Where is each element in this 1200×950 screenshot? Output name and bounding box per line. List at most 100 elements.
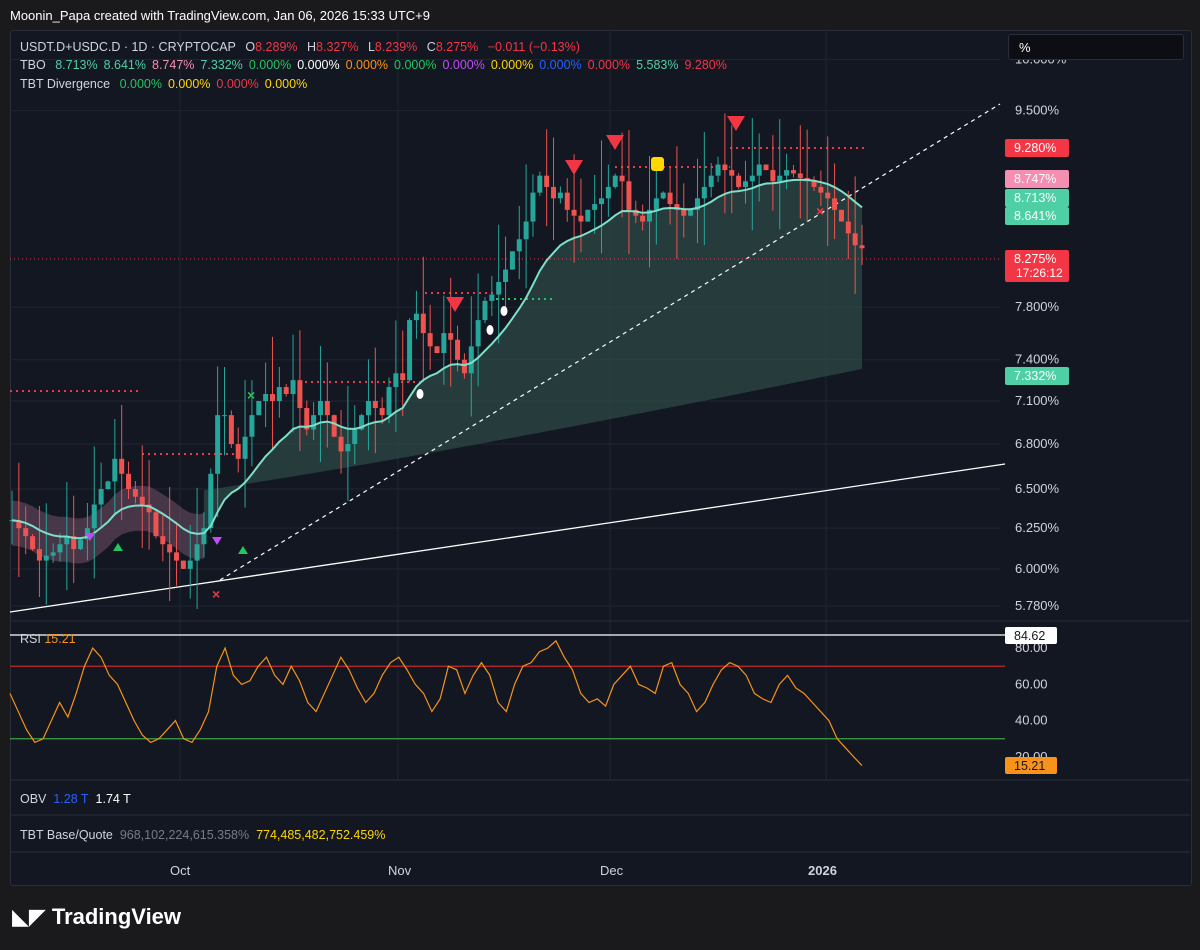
candle-body	[407, 320, 413, 381]
scale-mode-field[interactable]: %	[1008, 34, 1184, 60]
tradingview-logo-icon: ◣◤	[12, 904, 46, 929]
candle-body	[667, 192, 673, 205]
tbo-value: 0.000%	[394, 58, 437, 72]
price-badge	[1005, 207, 1069, 225]
tbt-bq-name: TBT Base/Quote	[20, 828, 113, 842]
tbt-base-quote-legend[interactable]: TBT Base/Quote 968,102,224,615.358% 774,…	[20, 828, 385, 842]
candle-body	[372, 400, 378, 409]
candle-body	[640, 215, 646, 222]
y-axis-tick-label: 6.000%	[1015, 561, 1060, 576]
legend-tbo[interactable]: TBO 8.713% 8.641% 8.747% 7.332% 0.000% 0.000%…	[20, 58, 733, 72]
candle-body	[564, 192, 570, 210]
divergence-signal-icon	[651, 157, 664, 171]
price-badge	[1005, 170, 1069, 188]
candle-body	[16, 520, 22, 529]
sell-signal-icon	[565, 160, 583, 175]
countdown-label: 17:26:12	[1016, 266, 1063, 280]
candle-body	[352, 429, 358, 445]
candle-body	[187, 560, 193, 569]
candle-body	[420, 313, 426, 334]
candle-body	[146, 504, 152, 513]
open-value: 8.289%	[255, 40, 298, 54]
candle-body	[304, 408, 310, 430]
high-value: 8.327%	[316, 40, 359, 54]
candle-body	[98, 489, 104, 505]
candle-body	[283, 387, 289, 394]
candle-body	[701, 186, 707, 199]
candle-body	[317, 400, 323, 416]
x-axis-tick-label: Nov	[388, 863, 412, 878]
candle-body	[71, 536, 77, 550]
candle-body	[379, 408, 385, 416]
candle-body	[215, 415, 221, 474]
candle-body	[132, 489, 138, 497]
candle-body	[797, 173, 803, 178]
price-badge	[1005, 367, 1069, 385]
rsi-line	[9, 639, 863, 766]
legend-tbt-divergence[interactable]: TBT Divergence 0.000% 0.000% 0.000% 0.000%	[20, 77, 313, 91]
candle-body	[201, 528, 207, 545]
y-axis-tick-label: 6.500%	[1015, 481, 1060, 496]
candle-body	[461, 359, 467, 374]
legend-ohlc: USDT.D+USDC.D · 1D · CRYPTOCAP O8.289% H…	[20, 40, 586, 54]
rsi-value-badge-label: 15.21	[1014, 759, 1045, 773]
candle-body	[729, 170, 735, 176]
candle-body	[825, 192, 831, 199]
low-label: L	[367, 40, 375, 54]
candle-body	[619, 175, 625, 182]
candle-body	[708, 175, 714, 187]
chart-frame[interactable]	[10, 30, 1192, 886]
y-axis-tick-label: 7.400%	[1015, 352, 1060, 367]
candle-body	[290, 380, 296, 394]
rsi-value: 15.21	[44, 632, 76, 646]
obv-legend[interactable]: OBV 1.28 T 1.74 T	[20, 792, 131, 806]
candle-body	[269, 393, 275, 401]
candle-body	[434, 346, 440, 354]
y-axis-tick-label: 7.100%	[1015, 393, 1060, 408]
symbol-label[interactable]: USDT.D+USDC.D · 1D · CRYPTOCAP	[20, 40, 236, 54]
candle-body	[763, 164, 769, 171]
support-trendline	[9, 463, 1006, 613]
candle-body	[222, 415, 227, 417]
candle-body	[852, 233, 858, 246]
candle-body	[674, 204, 680, 210]
sell-signal-icon	[606, 135, 624, 150]
candle-body	[475, 320, 481, 347]
candle-body	[57, 544, 63, 553]
price-badge	[1005, 250, 1069, 282]
tradingview-logo: ◣◤ TradingView	[12, 904, 181, 930]
price-badge-label: 7.332%	[1014, 369, 1056, 383]
candle-body	[180, 560, 186, 569]
candle-body	[832, 198, 838, 210]
candle-body	[722, 164, 728, 171]
candle-body	[153, 512, 159, 537]
candle-body	[516, 239, 522, 252]
candle-body	[91, 504, 97, 529]
dashed-trendline	[219, 103, 1001, 581]
candle-body	[509, 251, 515, 270]
tbt-divergence-value: 0.000%	[167, 77, 211, 91]
candle-body	[324, 400, 330, 416]
y-axis-tick-label: 7.800%	[1015, 299, 1060, 314]
tbt-divergence-value: 0.000%	[119, 77, 162, 91]
white-drop-icon	[500, 306, 508, 316]
candle-body	[694, 198, 700, 210]
candle-body	[167, 544, 173, 553]
candle-body	[43, 555, 49, 561]
obv-value-1: 1.28 T	[53, 792, 89, 806]
bullish-triangle-icon	[238, 546, 248, 554]
white-drop-icon	[486, 325, 494, 335]
candle-body	[455, 339, 461, 360]
rsi-legend[interactable]: RSI 15.21	[20, 632, 76, 646]
tbo-value: 8.747%	[152, 58, 195, 72]
rsi-axis-tick: 40.00	[1015, 713, 1048, 728]
rsi-name: RSI	[20, 632, 41, 646]
low-value: 8.239%	[374, 40, 418, 54]
candle-body	[742, 181, 748, 187]
sell-signal-icon	[446, 297, 464, 312]
candle-body	[112, 458, 118, 482]
candle-body	[496, 281, 502, 295]
candle-body	[249, 415, 255, 437]
candle-body	[400, 373, 406, 381]
